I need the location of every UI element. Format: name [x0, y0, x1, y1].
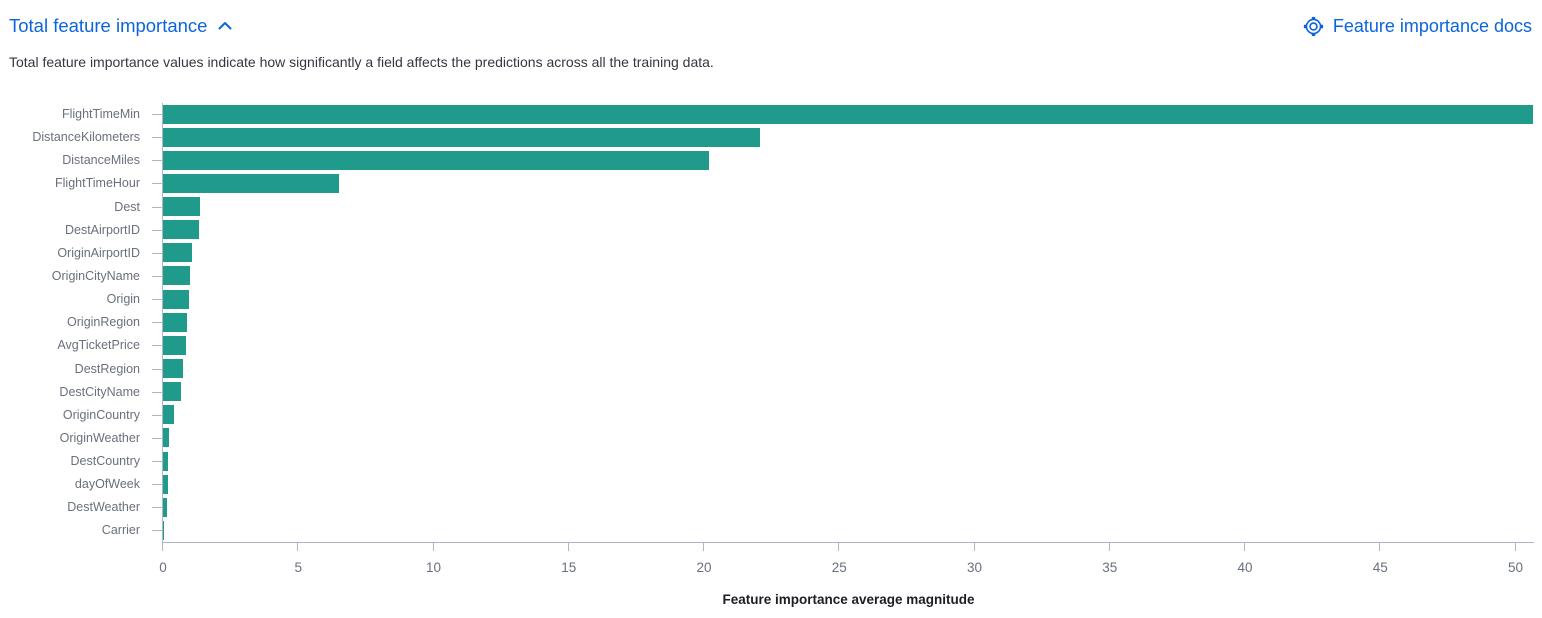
y-axis-line	[162, 102, 163, 542]
x-axis-tick-label: 25	[831, 560, 847, 575]
y-axis-label: OriginAirportID	[57, 245, 140, 260]
y-axis-tick	[152, 206, 162, 208]
section-toggle-total-feature-importance[interactable]: Total feature importance	[9, 13, 233, 39]
x-axis-tick	[297, 542, 299, 551]
y-axis-tick	[152, 437, 162, 439]
bar-DestAirportID[interactable]	[163, 220, 199, 240]
y-axis-tick	[152, 137, 162, 139]
y-axis-label: OriginCityName	[51, 268, 140, 283]
x-axis-line	[162, 542, 1534, 543]
x-axis-tick-label: 30	[966, 560, 983, 575]
y-axis-tick	[152, 345, 162, 347]
y-axis-tick	[152, 530, 162, 532]
y-axis-label: DistanceMiles	[62, 153, 140, 168]
bar-Origin[interactable]	[163, 289, 189, 309]
x-axis-tick	[1379, 542, 1381, 551]
y-axis-tick	[152, 507, 162, 509]
x-axis-tick-label: 35	[1102, 560, 1118, 575]
y-axis-tick	[152, 368, 162, 370]
y-axis-label: Dest	[114, 199, 140, 214]
y-axis-label: OriginCountry	[62, 407, 140, 422]
y-axis-label: DestCountry	[70, 454, 140, 469]
bar-DestCountry[interactable]	[163, 451, 169, 471]
y-axis-tick	[152, 229, 162, 231]
x-axis-tick	[1514, 542, 1516, 551]
x-axis-tick	[1244, 542, 1245, 551]
y-axis-tick	[152, 252, 162, 254]
y-axis-label: FlightTimeHour	[55, 176, 140, 191]
chevron-up-icon	[217, 18, 233, 34]
feature-importance-docs-link[interactable]: Feature importance docs	[1303, 13, 1532, 39]
bar-Dest[interactable]	[163, 197, 201, 217]
x-axis-tick-label: 50	[1507, 560, 1524, 575]
bar-AvgTicketPrice[interactable]	[163, 335, 187, 355]
y-axis-tick	[152, 299, 162, 301]
panel-title: Total feature importance	[9, 15, 208, 36]
y-axis-label: DestRegion	[74, 361, 140, 376]
bar-FlightTimeMin[interactable]	[163, 104, 1534, 124]
x-axis-title: Feature importance average magnitude	[722, 592, 975, 607]
bar-DistanceKilometers[interactable]	[163, 127, 761, 147]
y-axis-tick	[152, 275, 162, 277]
bar-OriginCityName[interactable]	[163, 266, 190, 286]
y-axis-label: DistanceKilometers	[32, 130, 140, 145]
y-axis-label: OriginRegion	[67, 315, 140, 330]
y-axis-tick	[152, 183, 162, 185]
bar-OriginWeather[interactable]	[163, 428, 169, 448]
x-axis-tick	[973, 542, 975, 551]
y-axis-tick	[152, 114, 162, 116]
y-axis-tick	[152, 322, 162, 324]
bar-DestRegion[interactable]	[163, 359, 184, 378]
x-axis-tick	[162, 542, 163, 551]
y-axis-tick	[152, 160, 162, 162]
y-axis-label: AvgTicketPrice	[57, 338, 140, 353]
y-axis-tick	[152, 414, 162, 416]
x-axis-tick-label: 10	[425, 560, 442, 575]
bar-DestWeather[interactable]	[163, 497, 168, 517]
y-axis-label: dayOfWeek	[74, 477, 140, 492]
y-axis-label: FlightTimeMin	[61, 107, 140, 122]
x-axis-tick	[1108, 542, 1110, 551]
x-axis-tick-label: 45	[1372, 560, 1388, 575]
help-ring-icon	[1303, 16, 1324, 37]
x-axis-tick	[567, 542, 569, 551]
y-axis-label: Carrier	[101, 523, 140, 538]
panel-description: Total feature importance values indicate…	[9, 54, 714, 70]
bar-DestCityName[interactable]	[163, 382, 182, 402]
bar-FlightTimeHour[interactable]	[163, 173, 340, 193]
y-axis-label: OriginWeather	[59, 430, 140, 445]
bar-OriginCountry[interactable]	[163, 405, 175, 425]
bar-OriginAirportID[interactable]	[163, 243, 193, 263]
x-axis-tick-label: 0	[159, 560, 167, 575]
y-axis-label: DestWeather	[67, 500, 140, 515]
bar-Carrier[interactable]	[163, 520, 165, 540]
x-axis-tick-label: 5	[294, 560, 303, 575]
docs-link-label: Feature importance docs	[1332, 16, 1532, 36]
x-axis-tick	[432, 542, 434, 551]
y-axis-label: Origin	[106, 292, 140, 307]
x-axis-tick	[838, 542, 840, 551]
x-axis-tick-label: 40	[1237, 560, 1253, 575]
y-axis-tick	[152, 461, 162, 463]
bar-OriginRegion[interactable]	[163, 312, 188, 332]
y-axis-label: DestAirportID	[64, 222, 140, 237]
y-axis-label: DestCityName	[59, 384, 140, 399]
y-axis-tick	[152, 484, 162, 486]
x-axis-tick-label: 15	[561, 560, 577, 575]
y-axis-tick	[152, 391, 162, 393]
x-axis-tick	[703, 542, 704, 551]
bar-DistanceMiles[interactable]	[163, 150, 710, 170]
bar-dayOfWeek[interactable]	[163, 474, 168, 494]
x-axis-tick-label: 20	[696, 560, 712, 575]
